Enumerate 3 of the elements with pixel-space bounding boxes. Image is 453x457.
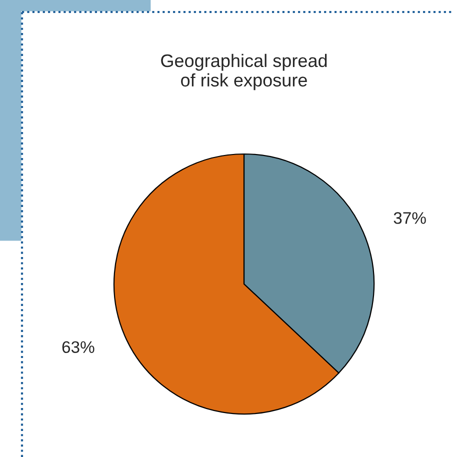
data-label: 63% (62, 341, 94, 354)
chart-title: Geographical spread of risk exposure (161, 54, 327, 90)
data-label: 37% (394, 212, 426, 224)
